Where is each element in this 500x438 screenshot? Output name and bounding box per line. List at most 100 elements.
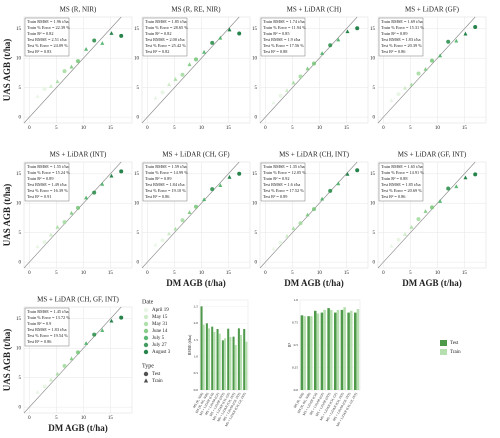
bar (340, 309, 344, 390)
data-point (416, 71, 421, 76)
x-tick-label: 5 (409, 126, 412, 131)
y-tick-label: 0.0 (194, 388, 199, 392)
data-point (298, 74, 303, 79)
x-tick-label: 10 (317, 126, 323, 131)
x-tick-label: 0 (146, 126, 149, 131)
x-tick-label: 5 (409, 271, 412, 276)
data-point (328, 43, 333, 48)
stats-line: Train RMSE = 1.59 t/ha (145, 164, 187, 169)
y-tick-label: 10 (252, 56, 258, 61)
stats-line: Train R² = 0.92 (263, 176, 289, 181)
x-tick-label: 10 (317, 271, 323, 276)
data-point (180, 218, 185, 223)
y-tick-label: 5 (19, 231, 22, 236)
x-tick-label: 10 (199, 271, 205, 276)
bar (200, 306, 203, 390)
y-tick-label: 5 (373, 86, 376, 91)
bar (232, 336, 235, 390)
data-point (355, 26, 360, 31)
identity-line (377, 161, 476, 269)
data-point (312, 61, 316, 66)
bar (211, 326, 214, 390)
data-point (430, 58, 434, 63)
stats-line: Train % Error = 13.72 % (27, 315, 70, 320)
data-point (416, 217, 421, 222)
data-point (119, 315, 124, 320)
data-point (271, 246, 276, 251)
x-tick-label: 0 (146, 271, 149, 276)
data-point (403, 232, 407, 236)
bar (221, 340, 224, 390)
data-point (210, 40, 215, 45)
y-tick-label: 0 (255, 115, 258, 120)
data-point (49, 232, 53, 237)
legend-swatch (143, 307, 149, 313)
data-point (187, 210, 192, 215)
y-tick-label: 5 (19, 376, 22, 381)
identity-line (23, 161, 122, 269)
legend-label: July 27 (152, 343, 167, 348)
data-point (227, 27, 232, 32)
bar (208, 328, 211, 390)
data-point (42, 240, 47, 245)
stats-line: Test % Error = 20.39 % (381, 43, 422, 48)
stats-line: Train RMSE = 1.45 t/ha (27, 309, 69, 314)
x-tick-label: 15 (462, 126, 468, 131)
stats-box (260, 17, 306, 57)
x-tick-label: 10 (81, 271, 87, 276)
y-tick-label: 5 (373, 231, 376, 236)
bar (213, 332, 216, 390)
stats-line: Test % Error = 17.56 % (263, 43, 304, 48)
x-axis-label: DM AGB (t/ha) (48, 423, 108, 433)
y-tick-label: 0 (255, 260, 258, 265)
y-tick-label: 0 (373, 260, 376, 265)
legend-label: April 19 (152, 308, 169, 313)
data-point (438, 199, 443, 203)
data-point (194, 57, 198, 62)
y-tick-label: 15 (134, 172, 140, 177)
data-point (285, 233, 289, 238)
data-point (389, 98, 394, 103)
x-tick-label: 5 (173, 271, 176, 276)
bar (300, 315, 304, 390)
data-point (76, 205, 80, 210)
data-point (328, 188, 333, 193)
data-point (355, 168, 360, 173)
y-axis-label: UAS AGB (t/ha) (2, 184, 12, 247)
y-tick-label: 10 (134, 201, 140, 206)
y-tick-label: 15 (370, 172, 376, 177)
data-point (62, 69, 67, 74)
data-point (291, 80, 296, 85)
data-point (92, 190, 97, 195)
data-point (396, 237, 401, 242)
data-point (109, 318, 114, 323)
panel-title: MS + LiDAR (GF, INT) (398, 151, 467, 159)
data-point (84, 341, 89, 345)
x-tick-label: 0 (264, 126, 267, 131)
y-tick-label: 10 (16, 56, 22, 61)
x-tick-label: 10 (199, 126, 205, 131)
stats-line: Train RMSE = 1.55 t/ha (27, 164, 69, 169)
data-point (160, 90, 165, 95)
bar (314, 310, 317, 390)
y-tick-label: 0.25 (292, 365, 298, 369)
legend-swatch (143, 378, 149, 383)
x-tick-label: 5 (291, 126, 294, 131)
x-tick-label: 15 (226, 271, 232, 276)
data-point (35, 94, 40, 98)
data-point (49, 377, 53, 382)
bar (320, 312, 324, 390)
stats-line: Test R² = 0.86 (381, 49, 406, 54)
data-point (119, 33, 124, 38)
x-tick-label: 5 (55, 271, 58, 276)
stats-box (24, 162, 70, 202)
y-tick-label: 10 (370, 201, 376, 206)
legend-swatch (440, 340, 447, 346)
x-tick-label: 0 (28, 416, 31, 421)
data-point (76, 59, 80, 64)
data-point (218, 183, 223, 187)
data-point (119, 169, 124, 174)
data-point (473, 172, 478, 177)
data-point (187, 62, 192, 67)
